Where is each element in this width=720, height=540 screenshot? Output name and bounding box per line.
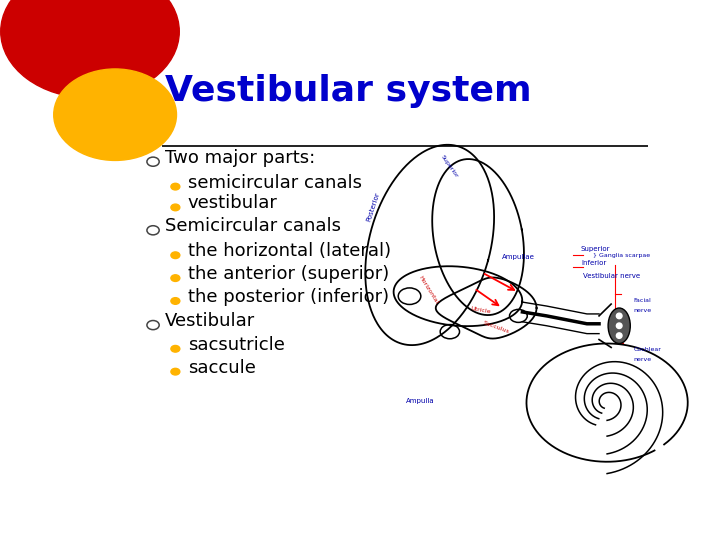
Text: the anterior (superior): the anterior (superior) [188,265,389,283]
Circle shape [616,323,622,328]
Text: Superior: Superior [581,246,611,252]
Text: Superior: Superior [440,154,459,179]
Text: Facial: Facial [634,298,651,303]
Text: Vestibular: Vestibular [166,312,256,330]
Circle shape [171,183,180,190]
Text: } Ganglia scarpae: } Ganglia scarpae [593,253,650,258]
Text: Vestibular nerve: Vestibular nerve [583,273,640,280]
Text: nerve: nerve [634,308,652,313]
Text: saccule: saccule [188,359,256,377]
Circle shape [1,0,179,98]
Text: Utricle: Utricle [470,306,491,315]
Text: nerve: nerve [634,357,652,362]
Circle shape [171,275,180,281]
Text: the horizontal (lateral): the horizontal (lateral) [188,242,391,260]
Text: semicircular canals: semicircular canals [188,174,361,192]
Text: Horizontal: Horizontal [418,275,439,305]
Text: sacsutricle: sacsutricle [188,336,284,354]
Text: Ampullae: Ampullae [503,254,535,260]
Circle shape [171,298,180,305]
Text: vestibular: vestibular [188,194,277,212]
Ellipse shape [608,308,630,343]
Circle shape [171,204,180,211]
Text: Inferior: Inferior [581,260,606,266]
Text: Ampulla: Ampulla [405,397,434,403]
Circle shape [54,69,176,160]
Text: Semicircular canals: Semicircular canals [166,217,341,235]
Circle shape [171,346,180,352]
Circle shape [616,333,622,339]
Text: Vestibular system: Vestibular system [166,75,532,109]
Text: the posterior (inferior): the posterior (inferior) [188,288,389,306]
Circle shape [616,313,622,319]
Text: Cochlear: Cochlear [634,347,661,353]
Text: Posterior: Posterior [365,191,380,222]
Text: Sacculus: Sacculus [482,320,510,335]
Circle shape [171,368,180,375]
Circle shape [171,252,180,259]
Text: Two major parts:: Two major parts: [166,148,315,167]
